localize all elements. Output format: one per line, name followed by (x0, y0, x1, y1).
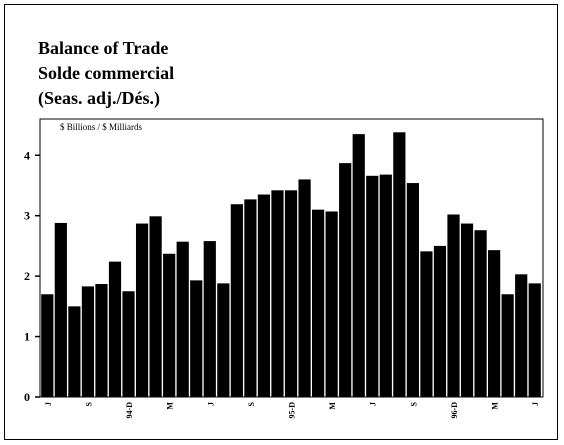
bar-9 (163, 253, 176, 397)
bar-5 (108, 261, 122, 397)
x-tick-label-24: J (369, 402, 378, 406)
x-tick-label-3: S (84, 401, 93, 406)
bar-14 (230, 204, 243, 397)
chart-title-line-3: (Seas. adj./Dés.) (38, 88, 160, 108)
bar-7 (135, 223, 149, 397)
chart-title-line-2: Solde commercial (38, 63, 175, 83)
bar-10 (176, 241, 189, 397)
x-tick-label-15: S (247, 401, 256, 406)
bar-1 (54, 222, 67, 397)
x-tick-label-36: J (531, 402, 540, 406)
y-tick-label-2: 2 (24, 269, 30, 283)
bar-6 (122, 291, 135, 397)
y-tick-label-4: 4 (24, 148, 30, 162)
bar-33 (488, 250, 501, 397)
bars-group (41, 132, 541, 398)
bar-0 (41, 294, 54, 397)
x-tick-label-12: J (206, 402, 215, 406)
y-tick-label-1: 1 (24, 330, 30, 344)
bar-11 (190, 280, 203, 397)
bar-29 (433, 245, 447, 397)
x-tick-label-33: M (491, 402, 500, 410)
bar-12 (203, 241, 216, 397)
x-tick-label-27: S (409, 401, 418, 406)
x-tick-label-18: 95-D (287, 402, 296, 419)
bar-25 (379, 174, 392, 397)
bar-2 (68, 306, 81, 397)
y-tick-label-3: 3 (24, 209, 30, 223)
bar-22 (339, 163, 352, 397)
bar-15 (244, 199, 257, 397)
bar-24 (366, 175, 379, 397)
chart-title-line-1: Balance of Trade (38, 38, 169, 58)
bar-28 (420, 251, 433, 397)
bar-26 (393, 132, 406, 398)
bar-19 (298, 179, 311, 397)
bar-21 (325, 211, 338, 397)
bar-4 (95, 283, 108, 397)
bar-30 (447, 214, 460, 397)
bar-16 (257, 194, 271, 397)
bar-13 (217, 283, 230, 397)
x-tick-label-30: 96-D (450, 402, 459, 419)
x-axis: J S 94-D M J S 95-D M J S 96-D M J (44, 401, 540, 418)
x-tick-label-9: M (166, 402, 175, 410)
bar-8 (149, 216, 162, 397)
bar-18 (284, 190, 298, 397)
bar-27 (406, 183, 419, 397)
x-tick-label-21: M (328, 402, 337, 410)
bar-35 (515, 274, 528, 397)
bar-20 (312, 209, 325, 397)
bar-31 (460, 223, 474, 397)
y-axis: 0 1 2 3 4 (24, 148, 40, 404)
x-tick-label-6: 94-D (125, 402, 134, 419)
x-tick-label-0: J (44, 402, 53, 406)
y-tick-label-0: 0 (24, 390, 30, 404)
bar-36 (528, 283, 541, 397)
bar-3 (81, 286, 95, 397)
bar-32 (474, 230, 487, 397)
bar-34 (501, 294, 514, 397)
unit-label: $ Billions / $ Milliards (60, 122, 143, 132)
bar-17 (271, 190, 284, 397)
bar-23 (352, 134, 365, 398)
